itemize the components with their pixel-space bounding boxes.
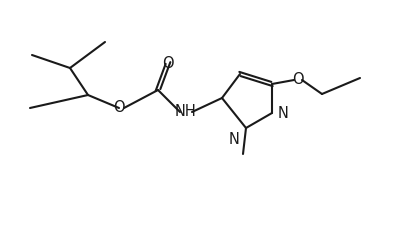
Text: N: N <box>278 106 289 121</box>
Text: O: O <box>292 72 304 88</box>
Text: O: O <box>113 101 125 115</box>
Text: N: N <box>229 132 240 147</box>
Text: O: O <box>162 56 174 70</box>
Text: NH: NH <box>174 104 196 119</box>
